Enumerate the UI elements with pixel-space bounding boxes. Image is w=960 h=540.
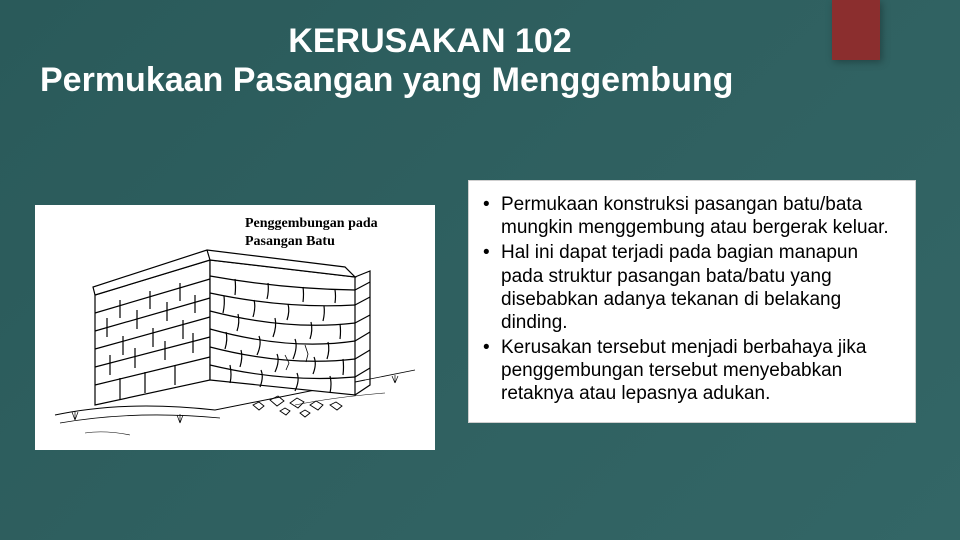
accent-bar bbox=[832, 0, 880, 60]
list-item: Kerusakan tersebut menjadi berbahaya jik… bbox=[483, 336, 901, 406]
list-item: Permukaan konstruksi pasangan batu/bata … bbox=[483, 193, 901, 239]
bullet-text: Hal ini dapat terjadi pada bagian manapu… bbox=[501, 242, 858, 333]
title-line-1: KERUSAKAN 102 bbox=[40, 22, 820, 61]
illustration-caption-2: Pasangan Batu bbox=[245, 234, 335, 249]
bullet-text: Permukaan konstruksi pasangan batu/bata … bbox=[501, 194, 889, 238]
text-panel: Permukaan konstruksi pasangan batu/bata … bbox=[468, 180, 916, 423]
illustration-panel: Penggembungan pada Pasangan Batu bbox=[35, 205, 435, 450]
bullet-list: Permukaan konstruksi pasangan batu/bata … bbox=[483, 193, 901, 406]
bullet-text: Kerusakan tersebut menjadi berbahaya jik… bbox=[501, 337, 866, 404]
illustration-caption-1: Penggembungan pada bbox=[245, 216, 378, 231]
list-item: Hal ini dapat terjadi pada bagian manapu… bbox=[483, 241, 901, 334]
slide-title: KERUSAKAN 102 Permukaan Pasangan yang Me… bbox=[40, 22, 820, 100]
masonry-wall-illustration: Penggembungan pada Pasangan Batu bbox=[35, 205, 435, 450]
title-line-2: Permukaan Pasangan yang Menggembung bbox=[40, 61, 820, 100]
